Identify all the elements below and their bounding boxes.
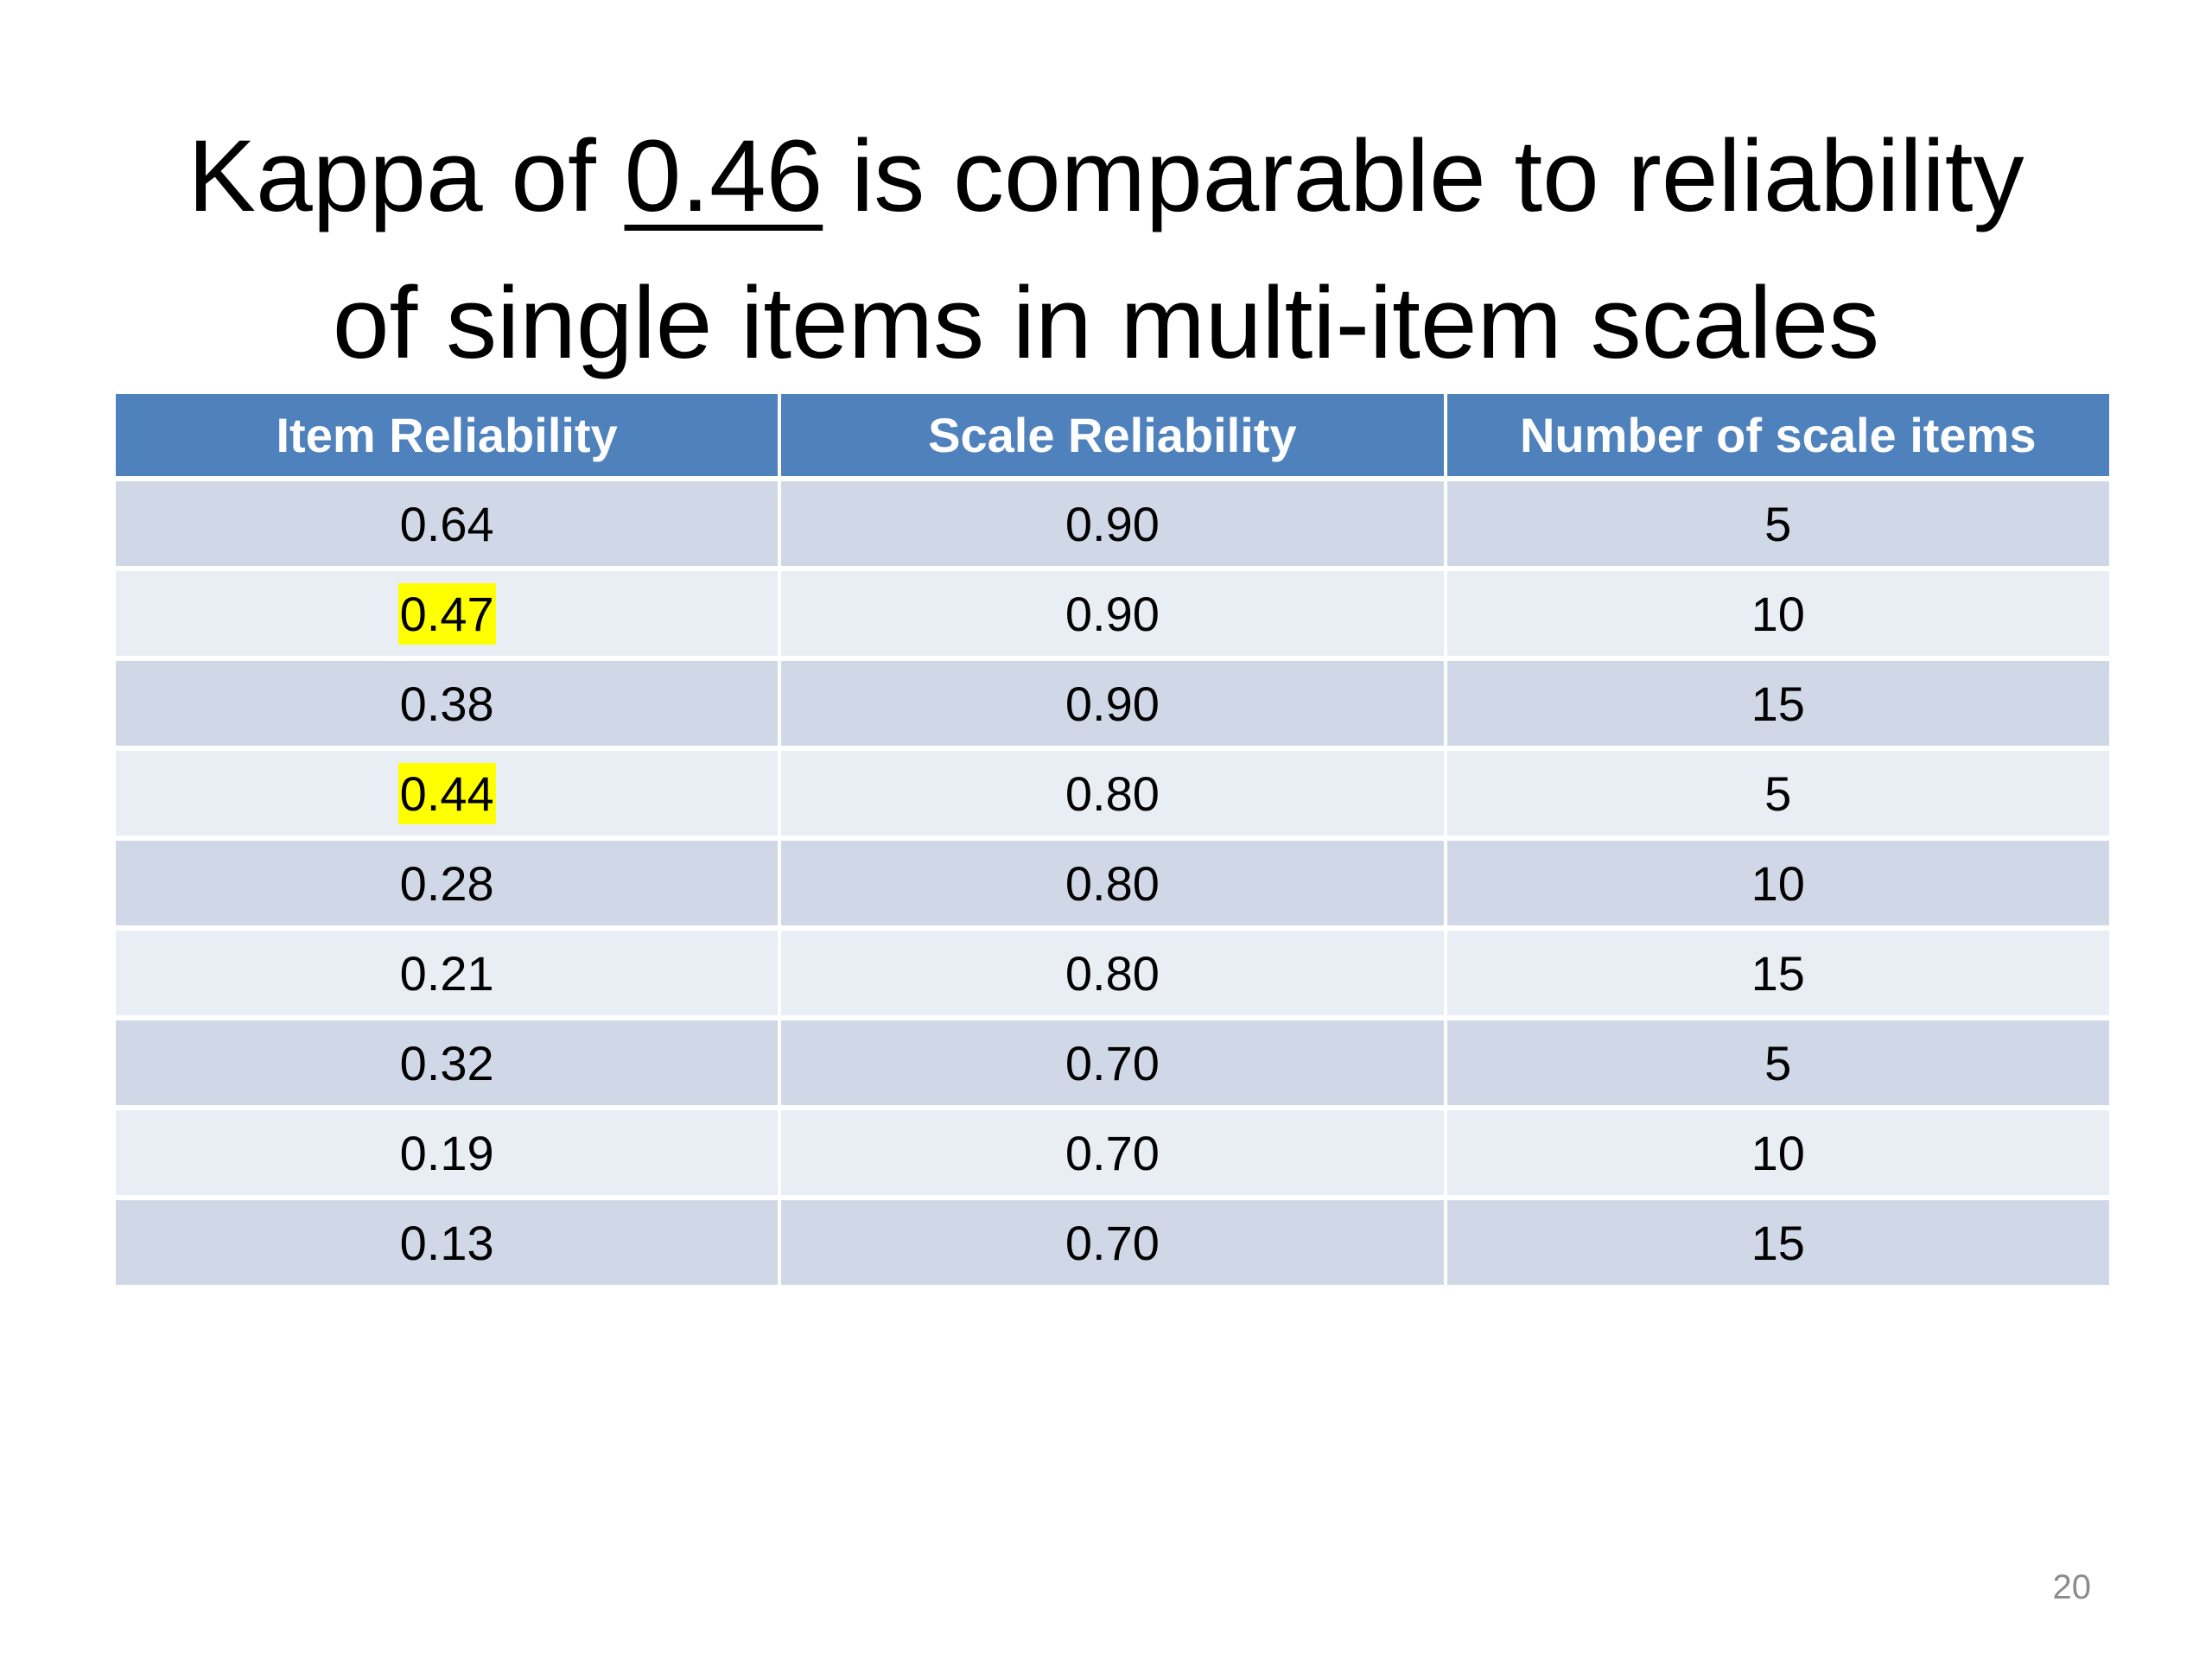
table-row: 0.32 0.70 5: [116, 1020, 2109, 1105]
table-header: Item Reliability Scale Reliability Numbe…: [116, 394, 2109, 476]
table-row: 0.19 0.70 10: [116, 1110, 2109, 1195]
cell-item-reliability: 0.21: [116, 931, 779, 1015]
table-row: 0.64 0.90 5: [116, 481, 2109, 566]
cell-number-of-items: 5: [1446, 751, 2109, 836]
cell-value: 0.19: [399, 1125, 494, 1180]
table-row: 0.38 0.90 15: [116, 661, 2109, 746]
cell-number-of-items: 15: [1446, 931, 2109, 1015]
cell-number-of-items: 5: [1446, 481, 2109, 566]
cell-number-of-items: 15: [1446, 661, 2109, 746]
table-row: 0.47 0.90 10: [116, 571, 2109, 656]
cell-value: 0.64: [399, 496, 494, 551]
cell-number-of-items: 10: [1446, 841, 2109, 925]
cell-scale-reliability: 0.90: [781, 571, 1444, 656]
cell-item-reliability: 0.19: [116, 1110, 779, 1195]
cell-item-reliability: 0.13: [116, 1200, 779, 1285]
cell-item-reliability: 0.44: [116, 751, 779, 836]
slide-title: Kappa of 0.46 is comparable to reliabili…: [52, 103, 2160, 397]
cell-value: 0.32: [399, 1035, 494, 1090]
highlighted-value: 0.47: [397, 582, 496, 645]
header-item-reliability: Item Reliability: [116, 394, 779, 476]
page-number: 20: [2052, 1568, 2092, 1606]
cell-number-of-items: 10: [1446, 1110, 2109, 1195]
cell-number-of-items: 10: [1446, 571, 2109, 656]
cell-number-of-items: 5: [1446, 1020, 2109, 1105]
cell-value: 0.13: [399, 1215, 494, 1270]
table-header-row: Item Reliability Scale Reliability Numbe…: [116, 394, 2109, 476]
header-scale-reliability: Scale Reliability: [781, 394, 1444, 476]
cell-item-reliability: 0.32: [116, 1020, 779, 1105]
table-row: 0.21 0.80 15: [116, 931, 2109, 1015]
reliability-table: Item Reliability Scale Reliability Numbe…: [112, 389, 2113, 1290]
cell-item-reliability: 0.28: [116, 841, 779, 925]
header-number-of-scale-items: Number of scale items: [1446, 394, 2109, 476]
cell-scale-reliability: 0.70: [781, 1110, 1444, 1195]
cell-number-of-items: 15: [1446, 1200, 2109, 1285]
cell-scale-reliability: 0.80: [781, 751, 1444, 836]
cell-scale-reliability: 0.70: [781, 1020, 1444, 1105]
cell-value: 0.28: [399, 855, 494, 911]
table-row: 0.13 0.70 15: [116, 1200, 2109, 1285]
title-text-after: is comparable to reliability: [823, 119, 2024, 234]
cell-scale-reliability: 0.90: [781, 661, 1444, 746]
cell-scale-reliability: 0.80: [781, 841, 1444, 925]
cell-scale-reliability: 0.80: [781, 931, 1444, 1015]
title-line-2: of single items in multi-item scales: [332, 266, 1880, 381]
cell-item-reliability: 0.38: [116, 661, 779, 746]
cell-item-reliability: 0.64: [116, 481, 779, 566]
table-body: 0.64 0.90 5 0.47 0.90 10 0.38 0.90 15 0.44 0.80 5 0.…: [116, 481, 2109, 1285]
cell-value: 0.21: [399, 945, 494, 1001]
table-row: 0.44 0.80 5: [116, 751, 2109, 836]
table-row: 0.28 0.80 10: [116, 841, 2109, 925]
cell-scale-reliability: 0.70: [781, 1200, 1444, 1285]
title-line-1: Kappa of 0.46 is comparable to reliabili…: [52, 103, 2160, 250]
title-text-before: Kappa of: [188, 119, 625, 234]
title-emphasis-value: 0.46: [624, 119, 823, 234]
cell-item-reliability: 0.47: [116, 571, 779, 656]
highlighted-value: 0.44: [397, 762, 496, 824]
cell-scale-reliability: 0.90: [781, 481, 1444, 566]
cell-value: 0.38: [399, 676, 494, 731]
